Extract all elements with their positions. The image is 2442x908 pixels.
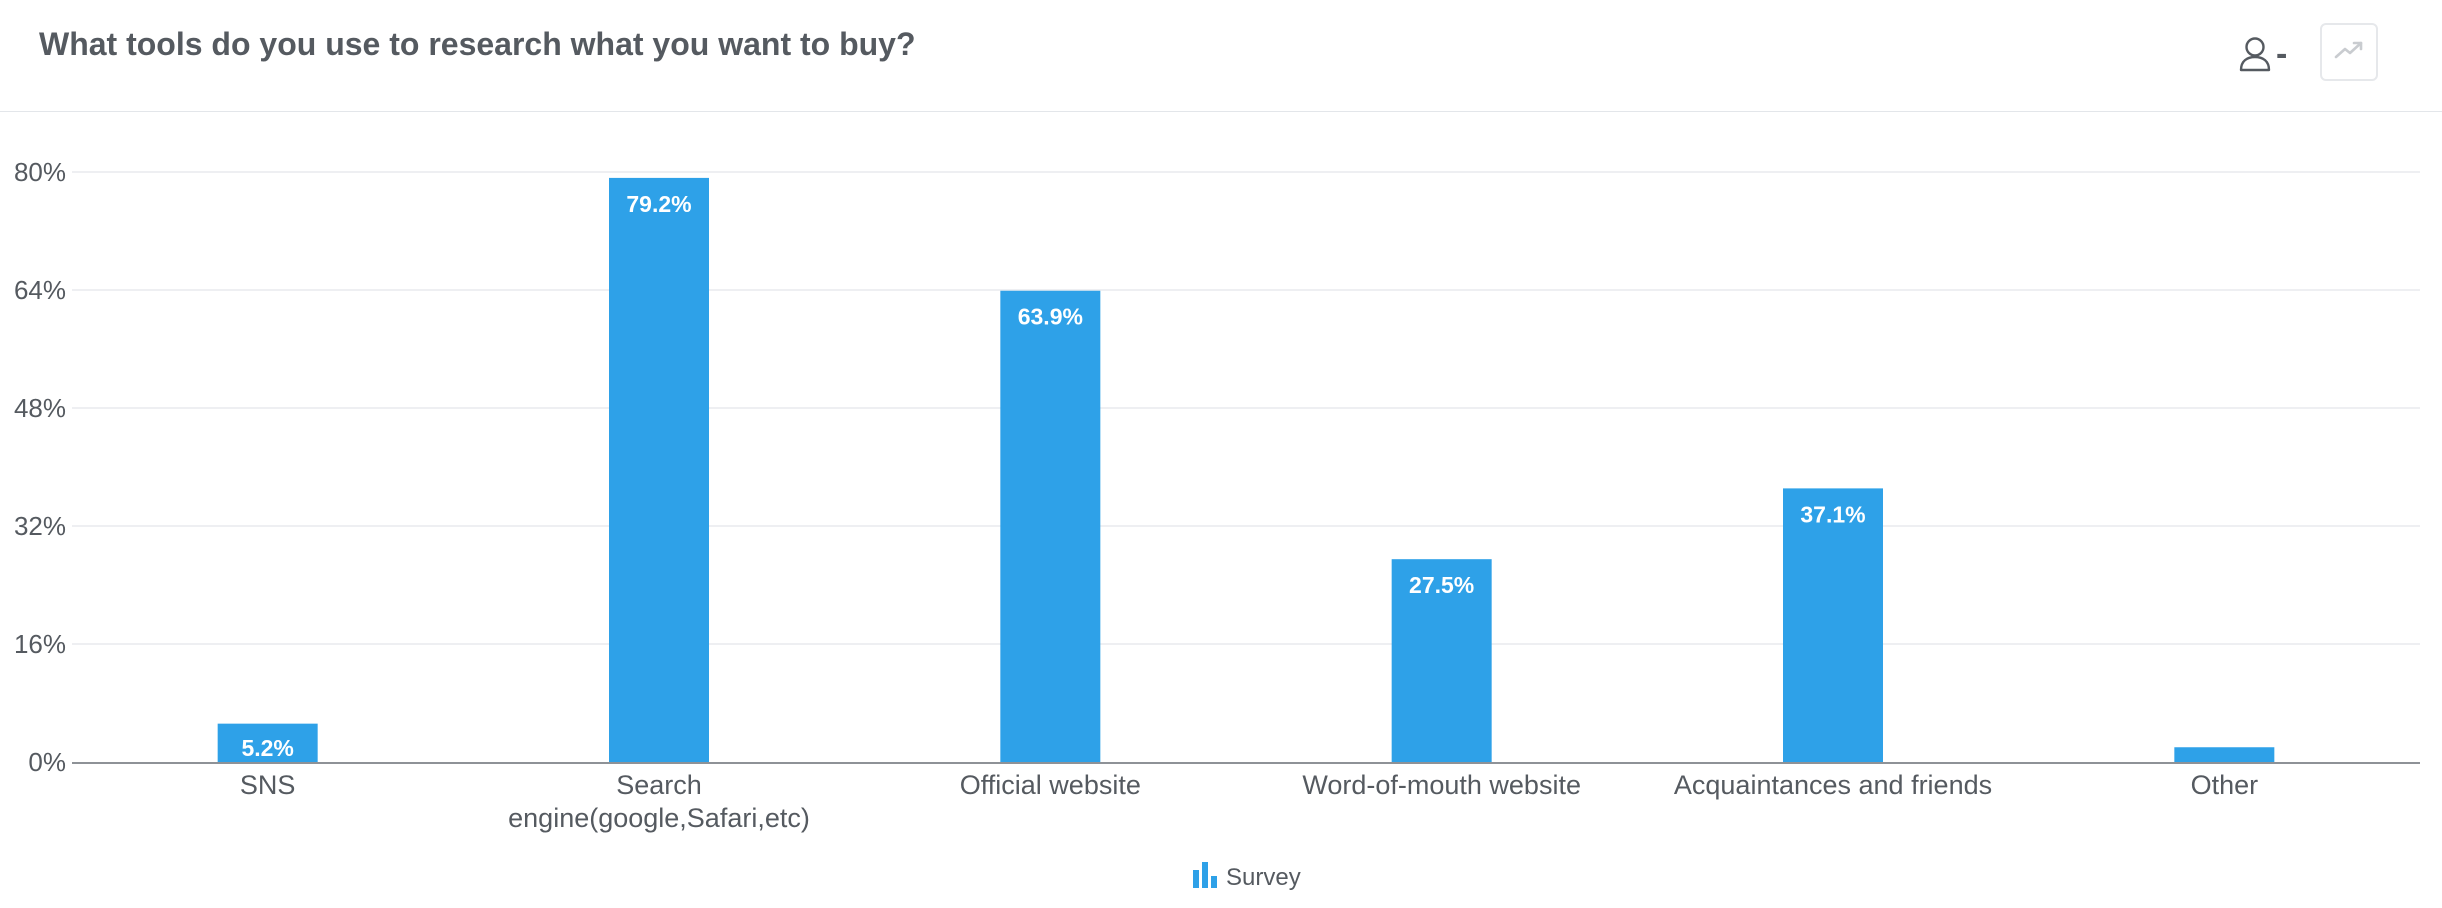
x-tick-label: Other — [2191, 770, 2259, 800]
user-filter-button[interactable]: - — [2238, 34, 2300, 74]
chart-title: What tools do you use to research what y… — [39, 26, 916, 62]
x-tick-label: engine(google,Safari,etc) — [508, 803, 810, 833]
y-tick-label: 16% — [14, 629, 66, 659]
bar[interactable] — [2174, 747, 2275, 762]
legend-item-survey[interactable]: Survey — [1192, 862, 1301, 893]
y-tick-label: 80% — [14, 157, 66, 187]
data-label: 63.9% — [1018, 304, 1083, 330]
trend-toggle-button[interactable] — [2320, 23, 2378, 81]
y-tick-label: 32% — [14, 511, 66, 541]
legend-label: Survey — [1226, 863, 1301, 891]
x-tick-label: SNS — [240, 770, 296, 800]
user-filter-label: - — [2276, 35, 2288, 73]
bars: 5.2% 79.2% 63.9% 27.5% 37.1% — [217, 177, 2275, 762]
y-tick-label: 64% — [14, 275, 66, 305]
bar-chart-icon — [1192, 862, 1218, 893]
data-label: 5.2% — [241, 735, 293, 761]
data-label: 37.1% — [1800, 501, 1865, 527]
bar[interactable] — [217, 723, 318, 762]
grid-lines — [72, 171, 2420, 645]
bar[interactable] — [1000, 290, 1101, 762]
user-icon — [2238, 35, 2272, 73]
y-axis-ticks: 0% 16% 32% 48% 64% 80% — [14, 157, 66, 777]
y-tick-label: 48% — [14, 393, 66, 423]
bar-chart: 0% 16% 32% 48% 64% 80% 5.2% 79.2% 63.9% 27.5% 37.… — [14, 157, 2420, 833]
x-tick-label: Word-of-mouth website — [1302, 770, 1581, 800]
data-label: 79.2% — [626, 191, 691, 217]
bar[interactable] — [1391, 559, 1492, 762]
bar[interactable] — [1783, 488, 1883, 762]
trend-up-icon — [2334, 40, 2364, 65]
x-tick-label: Search — [616, 770, 702, 800]
chart-header: What tools do you use to research what y… — [0, 0, 2442, 112]
x-tick-label: Acquaintances and friends — [1674, 770, 1992, 800]
x-tick-label: Official website — [960, 770, 1141, 800]
bar[interactable] — [609, 177, 709, 762]
data-label: 27.5% — [1409, 572, 1474, 598]
y-tick-label: 0% — [28, 747, 66, 777]
